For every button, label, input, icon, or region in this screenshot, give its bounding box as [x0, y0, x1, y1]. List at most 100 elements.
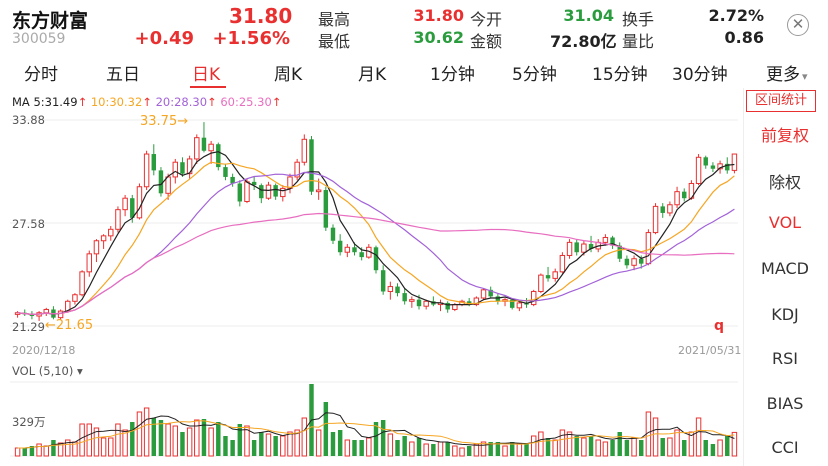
volume-bar	[624, 440, 630, 456]
volume-bar	[602, 441, 609, 457]
candle-body	[725, 163, 730, 171]
tab-9[interactable]: 更多 ▾	[766, 60, 808, 85]
sidebar-item-5[interactable]: RSI	[772, 349, 798, 368]
candle-body	[86, 253, 92, 273]
volume-bar	[100, 437, 107, 457]
candle-body	[660, 206, 665, 213]
volume-bar	[552, 439, 558, 457]
volume-bar	[452, 445, 458, 457]
volume-chart[interactable]	[0, 378, 744, 460]
tab-6[interactable]: 5分钟	[512, 60, 557, 85]
volume-ma5-line	[17, 412, 735, 449]
candle-body	[143, 153, 150, 188]
candle-body	[602, 236, 609, 243]
price-change: +0.49	[134, 28, 195, 49]
volume-bar	[373, 422, 379, 456]
volume-bar	[488, 442, 493, 456]
volume-bar	[431, 444, 436, 456]
volume-bar	[330, 432, 336, 456]
sidebar-item-6[interactable]: BIAS	[766, 394, 804, 413]
low-annotation: ←21.65	[45, 318, 93, 333]
volume-bar	[703, 440, 708, 456]
high-annotation: 33.75→	[140, 114, 188, 129]
candle-body	[538, 274, 544, 292]
range-stats-button[interactable]: 区间统计	[746, 90, 816, 112]
volume-bar	[380, 420, 386, 456]
volume-bar	[682, 440, 687, 456]
candle-body	[115, 209, 121, 230]
volume-bar	[315, 429, 322, 457]
ma60-legend: 60:25.30	[220, 95, 272, 109]
tab-0[interactable]: 分时	[24, 60, 58, 85]
tab-7[interactable]: 15分钟	[592, 60, 648, 85]
volume-bar	[287, 431, 293, 457]
candle-body	[172, 161, 179, 178]
candle-body	[610, 237, 615, 246]
candle-body	[130, 198, 135, 218]
sidebar-item-3[interactable]: MACD	[761, 259, 809, 278]
tab-8[interactable]: 30分钟	[672, 60, 728, 85]
volume-bar	[323, 402, 329, 456]
ma20-legend: 20:28.30	[155, 95, 208, 109]
volume-bar	[186, 427, 193, 457]
volume-bar	[509, 442, 515, 456]
ma5-legend: MA 5:31.49	[12, 95, 78, 109]
candle-body	[259, 185, 264, 199]
candlestick-chart[interactable]	[0, 110, 744, 350]
candle-body	[703, 157, 708, 166]
stat-label: 量比	[622, 32, 655, 51]
candle-body	[330, 227, 336, 241]
candle-body	[452, 304, 458, 310]
ma20-line	[17, 171, 735, 316]
sidebar-item-1[interactable]: 除权	[768, 173, 801, 192]
volume-bar	[409, 441, 415, 457]
volume-legend[interactable]: VOL (5,10) ▾	[12, 364, 83, 378]
volume-ma10-line	[17, 420, 735, 449]
sidebar-item-7[interactable]: CCI	[771, 438, 799, 457]
stat-value: 0.86	[724, 28, 764, 47]
volume-bar	[36, 443, 42, 457]
chevron-down-icon: ▾	[802, 70, 808, 83]
volume-bar	[108, 437, 114, 457]
volume-bar	[165, 423, 171, 457]
volume-bar	[265, 433, 272, 457]
candle-body	[337, 240, 343, 253]
sidebar-item-0[interactable]: 前复权	[760, 126, 809, 145]
tab-label: 30分钟	[672, 65, 728, 85]
volume-bar	[631, 437, 637, 457]
candle-body	[552, 271, 558, 279]
tab-3[interactable]: 周K	[274, 60, 302, 85]
candle-body	[652, 205, 659, 234]
high-annotation-arrow: →	[177, 114, 189, 129]
candle-body	[631, 258, 637, 266]
tab-4[interactable]: 月K	[358, 60, 386, 85]
volume-bar	[545, 438, 551, 456]
candle-body	[682, 191, 687, 199]
volume-bar	[337, 430, 343, 456]
candle-body	[409, 299, 415, 302]
tab-label: 15分钟	[592, 65, 648, 85]
volume-bar	[194, 419, 200, 457]
volume-legend-label: VOL (5,10)	[12, 364, 74, 378]
tab-5[interactable]: 1分钟	[430, 60, 475, 85]
price-change-pct: +1.56%	[212, 28, 290, 49]
corner-mark: q	[714, 318, 725, 334]
tab-label: 1分钟	[430, 65, 475, 85]
candle-body	[566, 241, 573, 256]
volume-axis-label: 329万	[12, 415, 46, 429]
date-start: 2020/12/18	[12, 344, 76, 357]
candle-body	[158, 170, 164, 194]
candle-body	[230, 176, 235, 184]
close-button[interactable]: ✕	[787, 14, 809, 36]
volume-bar	[122, 429, 128, 457]
sidebar-item-2[interactable]: VOL	[768, 213, 802, 232]
tab-1[interactable]: 五日	[106, 60, 140, 85]
tab-label: 日K	[192, 65, 221, 85]
sidebar-item-4[interactable]: KDJ	[771, 305, 799, 324]
tab-label: 更多	[766, 65, 800, 85]
candle-body	[344, 246, 351, 253]
candle-body	[265, 184, 272, 199]
last-price: 31.80	[229, 4, 293, 28]
tab-2[interactable]: 日K	[192, 60, 220, 85]
volume-bar	[660, 438, 665, 456]
